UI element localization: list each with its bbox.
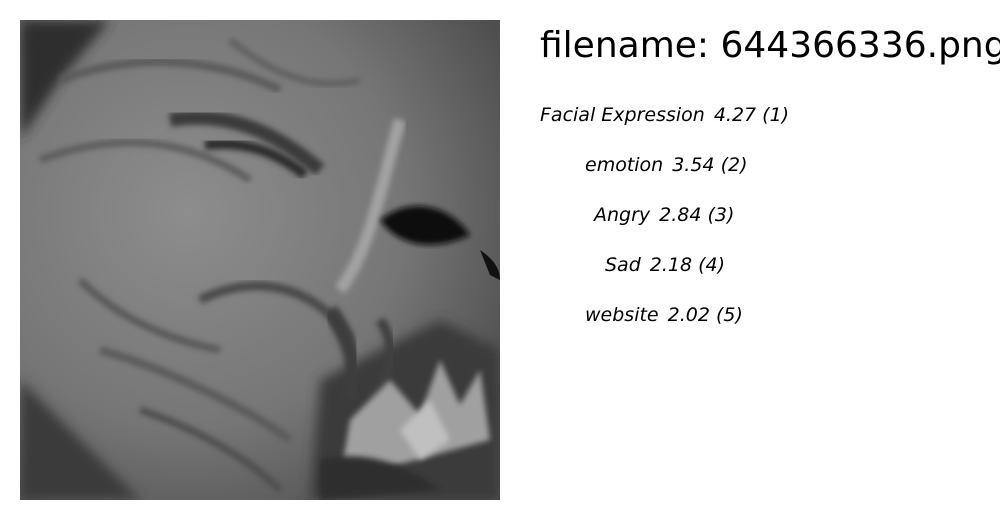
label-row: Sad 2.18 (4): [540, 248, 800, 298]
label-rank: (3): [707, 204, 735, 226]
label-score: 3.54: [672, 154, 715, 176]
label-list: Facial Expression 4.27 (1) emotion 3.54 (2…: [540, 98, 800, 348]
label-row: emotion 3.54 (2): [540, 148, 800, 198]
label-row: Facial Expression 4.27 (1): [540, 98, 800, 148]
label-rank: (4): [698, 254, 726, 276]
label-score: 2.02: [667, 304, 710, 326]
label-name: Facial Expression: [540, 104, 705, 126]
label-name: website: [585, 304, 659, 326]
label-name: Angry: [594, 204, 651, 226]
label-name: emotion: [585, 154, 664, 176]
label-rank: (1): [762, 104, 790, 126]
label-score: 2.18: [649, 254, 693, 276]
label-row: Angry 2.84 (3): [540, 198, 800, 248]
face-photo: [20, 20, 500, 500]
filename-title: filename: 644366336.png: [540, 25, 1000, 66]
label-rank: (2): [720, 154, 748, 176]
face-photo-illustration: [20, 20, 500, 500]
label-score: 4.27: [713, 104, 757, 126]
label-row: website 2.02 (5): [540, 298, 800, 348]
label-score: 2.84: [659, 204, 702, 226]
label-name: Sad: [605, 254, 641, 276]
label-rank: (5): [715, 304, 743, 326]
